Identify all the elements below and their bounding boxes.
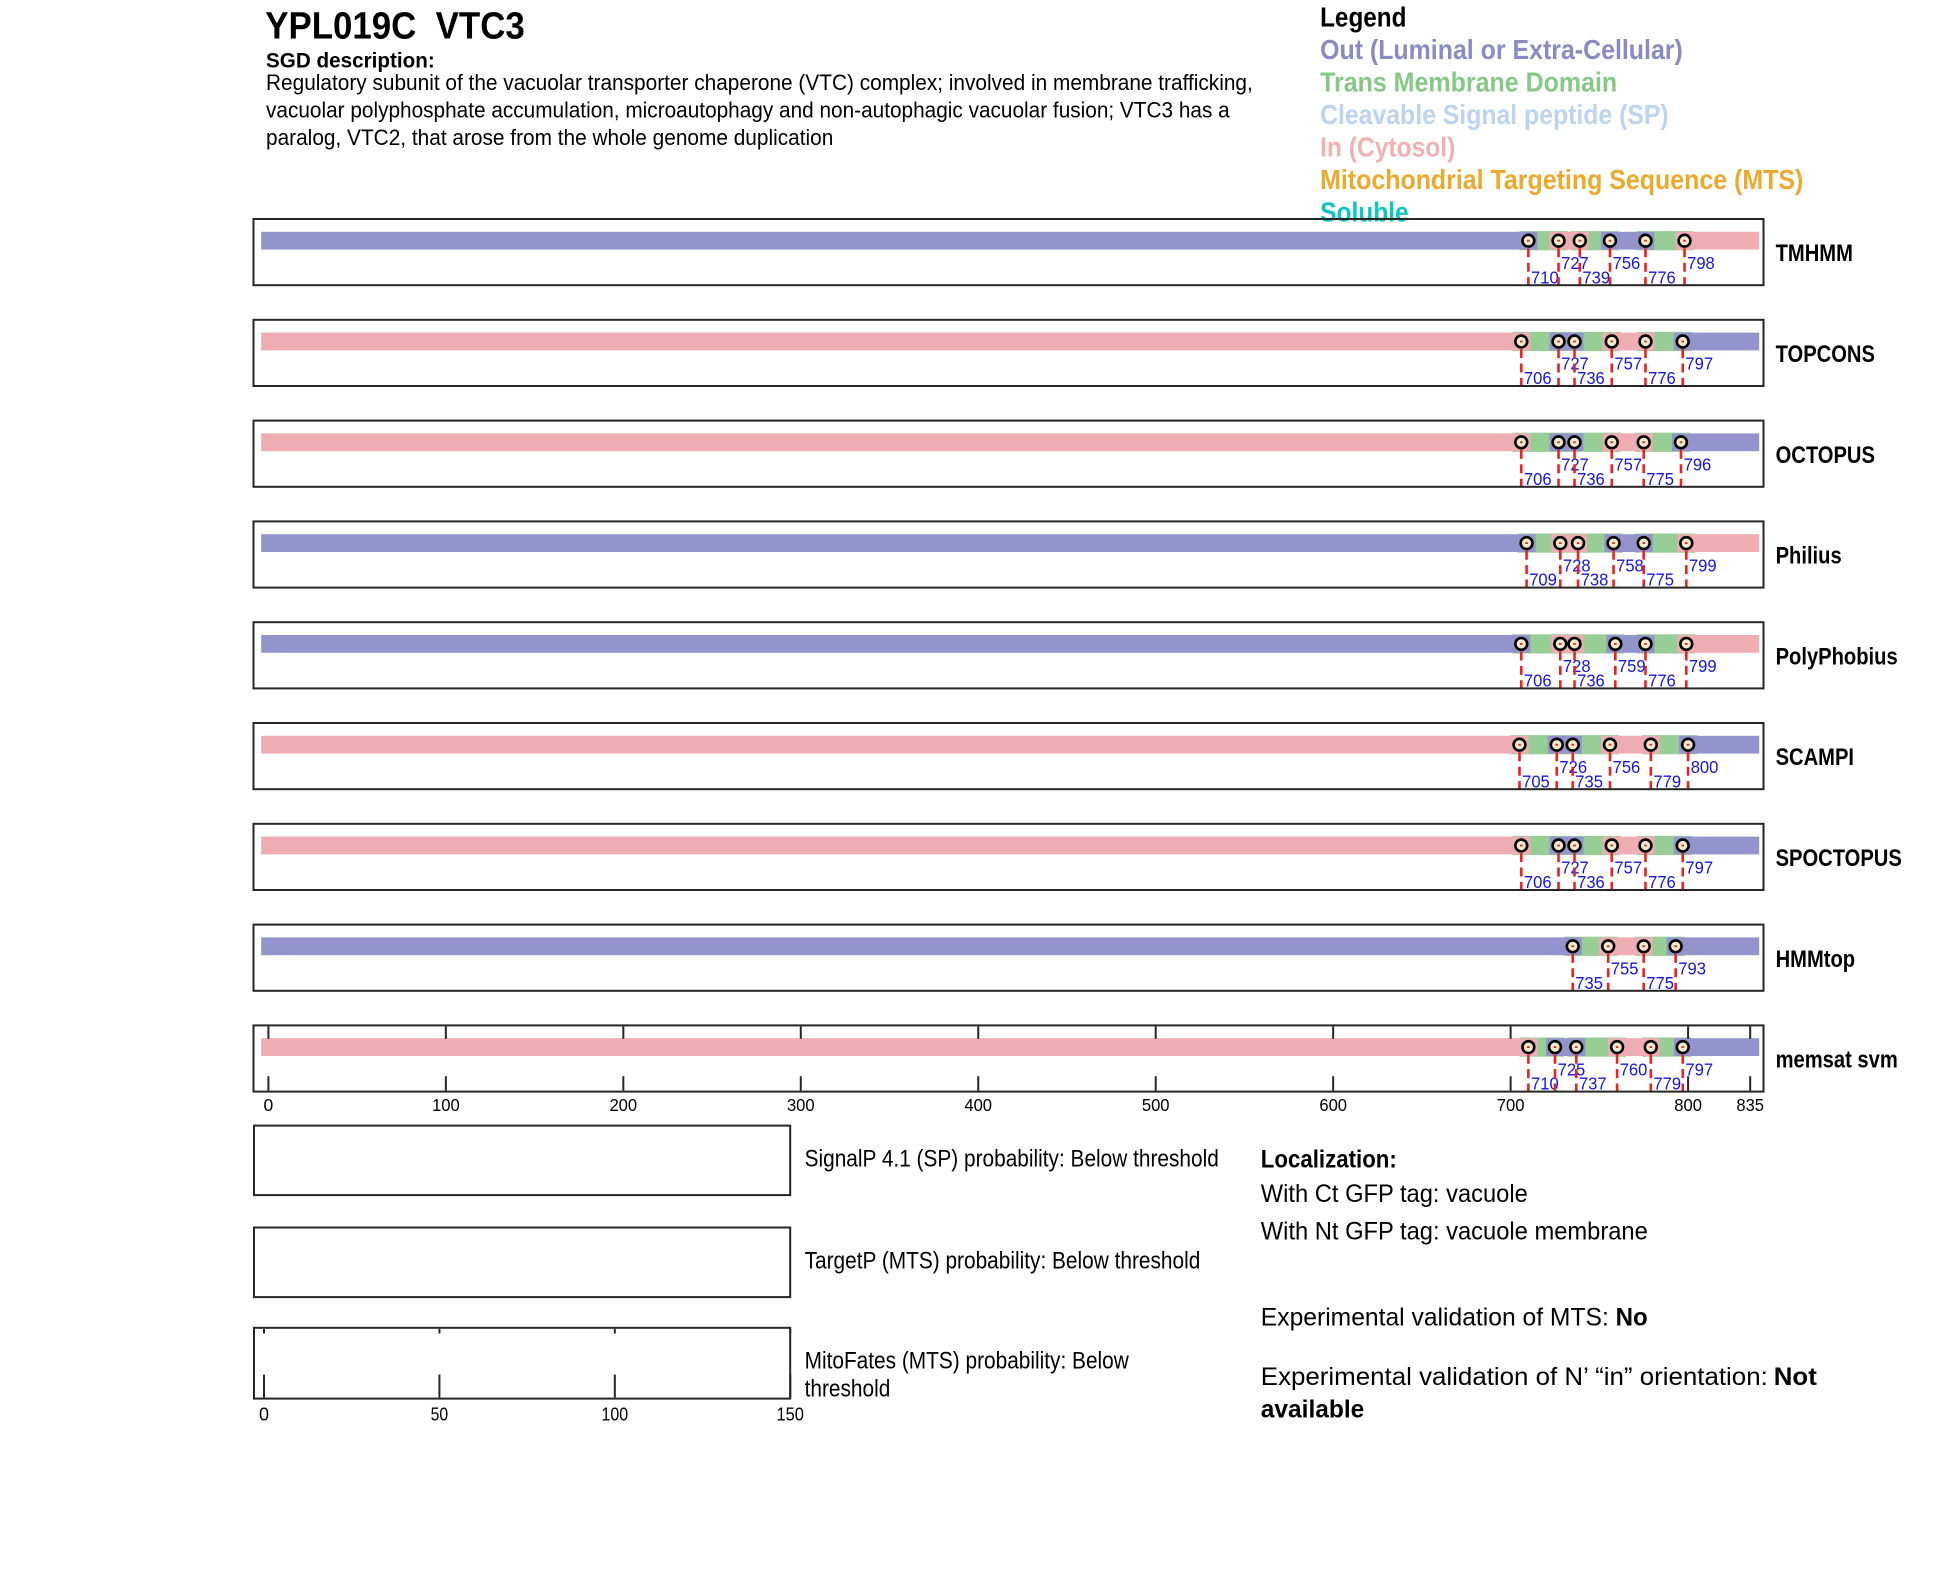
svg-text:available: available [1261,1395,1365,1423]
svg-text:Legend: Legend [1320,2,1406,33]
svg-text:100: 100 [602,1404,629,1424]
svg-text:779: 779 [1653,1074,1681,1094]
svg-text:758: 758 [1616,555,1644,575]
svg-text:Regulatory subunit of the vacu: Regulatory subunit of the vacuolar trans… [266,70,1253,95]
svg-text:776: 776 [1648,267,1676,287]
svg-text:700: 700 [1497,1095,1525,1115]
svg-text:PolyPhobius: PolyPhobius [1776,643,1898,670]
svg-text:705: 705 [1522,771,1550,791]
svg-text:775: 775 [1646,469,1674,489]
svg-text:735: 735 [1575,771,1603,791]
svg-text:756: 756 [1613,253,1641,273]
svg-text:0: 0 [259,1404,269,1424]
svg-text:50: 50 [431,1404,449,1424]
svg-text:Experimental validation of N’: Experimental validation of N’ “in” orien… [1261,1363,1768,1391]
svg-text:736: 736 [1577,469,1605,489]
svg-text:TOPCONS: TOPCONS [1776,341,1875,368]
svg-text:799: 799 [1689,656,1717,676]
svg-text:760: 760 [1620,1059,1648,1079]
svg-text:706: 706 [1524,368,1552,388]
svg-text:HMMtop: HMMtop [1776,946,1856,973]
svg-text:776: 776 [1648,368,1676,388]
svg-text:Not: Not [1774,1363,1818,1391]
svg-text:798: 798 [1687,253,1715,273]
svg-text:Localization:: Localization: [1261,1146,1397,1174]
svg-text:799: 799 [1689,555,1717,575]
svg-text:400: 400 [964,1095,992,1115]
svg-text:757: 757 [1614,455,1642,475]
svg-text:797: 797 [1685,354,1713,374]
svg-text:735: 735 [1575,973,1603,993]
svg-text:775: 775 [1646,570,1674,590]
svg-text:776: 776 [1648,671,1676,691]
svg-text:YPL019C VTC3: YPL019C VTC3 [265,6,525,48]
svg-text:0: 0 [264,1095,274,1115]
svg-text:797: 797 [1685,1059,1713,1079]
svg-text:threshold: threshold [805,1376,891,1403]
svg-text:Mitochondrial Targeting Sequen: Mitochondrial Targeting Sequence (MTS) [1320,164,1803,195]
svg-text:706: 706 [1524,469,1552,489]
svg-text:779: 779 [1653,771,1681,791]
svg-text:710: 710 [1531,267,1559,287]
svg-text:835: 835 [1736,1095,1764,1115]
svg-text:memsat svm: memsat svm [1776,1047,1898,1074]
svg-text:Soluble: Soluble [1320,197,1409,228]
svg-text:709: 709 [1529,570,1557,590]
svg-text:756: 756 [1613,757,1641,777]
svg-text:SignalP 4.1 (SP) probability:: SignalP 4.1 (SP) probability: Below thre… [805,1146,1219,1173]
svg-text:725: 725 [1558,1059,1586,1079]
svg-text:SGD description:: SGD description: [266,50,435,73]
svg-text:200: 200 [609,1095,637,1115]
svg-text:738: 738 [1581,570,1609,590]
svg-text:736: 736 [1577,671,1605,691]
svg-text:SCAMPI: SCAMPI [1776,744,1854,771]
svg-text:710: 710 [1531,1074,1559,1094]
svg-text:100: 100 [432,1095,460,1115]
svg-text:500: 500 [1142,1095,1170,1115]
svg-text:793: 793 [1678,959,1706,979]
svg-text:Trans Membrane Domain: Trans Membrane Domain [1320,67,1617,98]
svg-text:736: 736 [1577,368,1605,388]
svg-text:796: 796 [1684,455,1712,475]
svg-text:150: 150 [776,1404,804,1424]
svg-text:800: 800 [1691,757,1719,777]
svg-text:757: 757 [1614,354,1642,374]
svg-text:TMHMM: TMHMM [1776,240,1853,267]
svg-text:OCTOPUS: OCTOPUS [1776,442,1875,469]
svg-text:600: 600 [1319,1095,1347,1115]
svg-text:vacuolar polyphosphate accumul: vacuolar polyphosphate accumulation, mic… [266,97,1231,122]
svg-text:759: 759 [1618,656,1646,676]
svg-text:SPOCTOPUS: SPOCTOPUS [1776,845,1902,872]
svg-text:With Nt GFP tag: vacuole membr: With Nt GFP tag: vacuole membrane [1261,1217,1648,1245]
svg-text:739: 739 [1582,267,1610,287]
svg-text:737: 737 [1579,1074,1607,1094]
svg-text:Philius: Philius [1776,543,1842,570]
svg-text:706: 706 [1524,671,1552,691]
svg-text:736: 736 [1577,872,1605,892]
svg-text:No: No [1616,1304,1648,1332]
svg-text:Experimental validation of MTS: Experimental validation of MTS: [1261,1304,1609,1332]
svg-text:800: 800 [1674,1095,1702,1115]
svg-text:TargetP (MTS) probability: Bel: TargetP (MTS) probability: Below thresho… [805,1248,1201,1275]
svg-text:706: 706 [1524,872,1552,892]
svg-text:In (Cytosol): In (Cytosol) [1320,132,1455,163]
svg-text:776: 776 [1648,872,1676,892]
svg-text:727: 727 [1561,253,1589,273]
svg-text:With Ct GFP tag: vacuole: With Ct GFP tag: vacuole [1261,1180,1528,1208]
svg-text:Cleavable Signal peptide (SP): Cleavable Signal peptide (SP) [1320,99,1669,130]
svg-text:MitoFates (MTS) probability: B: MitoFates (MTS) probability: Below [805,1348,1130,1375]
svg-text:797: 797 [1685,858,1713,878]
svg-text:757: 757 [1614,858,1642,878]
svg-text:728: 728 [1563,656,1591,676]
svg-text:300: 300 [787,1095,815,1115]
svg-text:775: 775 [1646,973,1674,993]
svg-text:Out (Luminal or Extra-Cellular: Out (Luminal or Extra-Cellular) [1320,34,1683,65]
svg-text:paralog, VTC2, that arose from: paralog, VTC2, that arose from the whole… [266,125,833,150]
svg-text:755: 755 [1611,959,1639,979]
